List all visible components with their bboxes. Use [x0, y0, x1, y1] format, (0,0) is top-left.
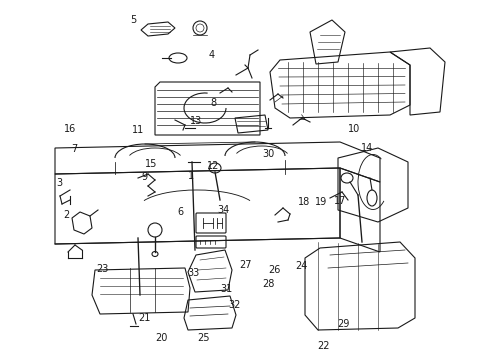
Text: 5: 5 — [130, 15, 136, 25]
Text: 27: 27 — [239, 260, 251, 270]
Text: 6: 6 — [177, 207, 183, 217]
Text: 1: 1 — [188, 171, 194, 181]
Text: 13: 13 — [190, 116, 202, 126]
Text: 21: 21 — [138, 312, 151, 323]
Text: 22: 22 — [317, 341, 330, 351]
Text: 26: 26 — [268, 265, 281, 275]
Text: 14: 14 — [362, 143, 374, 153]
Text: 23: 23 — [97, 264, 109, 274]
Text: 4: 4 — [209, 50, 215, 60]
Text: 10: 10 — [348, 124, 360, 134]
Text: 3: 3 — [57, 178, 63, 188]
Text: 20: 20 — [155, 333, 168, 343]
Text: 31: 31 — [220, 284, 233, 294]
Text: 8: 8 — [210, 98, 216, 108]
Text: 19: 19 — [315, 197, 327, 207]
Text: 30: 30 — [263, 149, 275, 159]
Text: 29: 29 — [337, 319, 349, 329]
Text: 25: 25 — [197, 333, 210, 343]
Text: 11: 11 — [132, 125, 144, 135]
Text: 18: 18 — [298, 197, 310, 207]
Text: 12: 12 — [207, 161, 220, 171]
Text: 9: 9 — [142, 172, 147, 182]
Text: 17: 17 — [334, 196, 347, 206]
Text: 15: 15 — [145, 159, 157, 169]
Text: 28: 28 — [262, 279, 275, 289]
Text: 24: 24 — [295, 261, 308, 271]
Text: 7: 7 — [72, 144, 77, 154]
Text: 2: 2 — [63, 210, 69, 220]
Text: 32: 32 — [228, 300, 241, 310]
Text: 16: 16 — [64, 124, 75, 134]
Text: 33: 33 — [188, 268, 200, 278]
Text: 34: 34 — [217, 204, 229, 215]
